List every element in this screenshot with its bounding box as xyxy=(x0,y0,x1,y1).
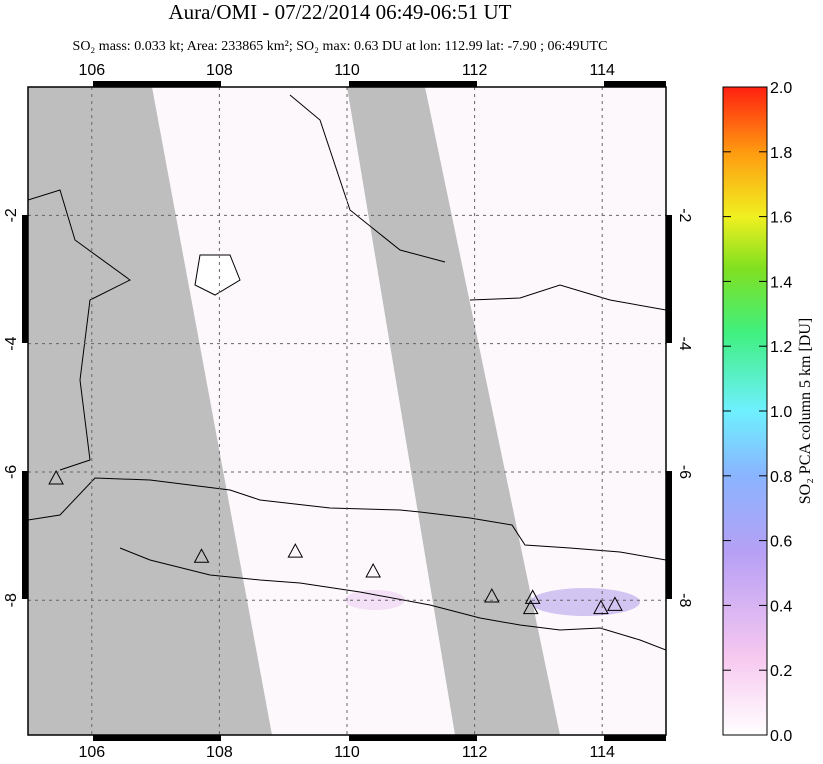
swath xyxy=(425,87,666,735)
volcano xyxy=(607,596,623,611)
frame-bar xyxy=(22,471,28,599)
volcano xyxy=(287,543,304,558)
so2-plume xyxy=(530,588,640,616)
colorbar-tick-label: 1.0 xyxy=(770,404,792,421)
volcano xyxy=(193,548,210,563)
colorbar-tick-label: 1.8 xyxy=(770,145,792,162)
colorbar-tick-label: 1.6 xyxy=(770,210,792,227)
x-tick-label: 106 xyxy=(78,62,105,79)
x-tick-label: 110 xyxy=(334,62,360,79)
frame-bar xyxy=(93,81,221,87)
frame-bar xyxy=(93,735,221,741)
frame-bar xyxy=(666,215,672,343)
x-tick-label: 112 xyxy=(462,744,488,759)
x-tick-label: 114 xyxy=(589,744,615,759)
y-tick-label: -8 xyxy=(676,593,693,607)
y-tick-label: -2 xyxy=(3,208,20,222)
colorbar-label: SO₂ PCA column 5 km [DU] xyxy=(797,318,814,504)
x-tick-label: 106 xyxy=(78,744,105,759)
volcano xyxy=(365,562,381,578)
y-tick-label: -4 xyxy=(676,337,693,351)
colorbar-tick-label: 0.6 xyxy=(770,534,792,551)
coastline xyxy=(28,94,666,471)
title: Aura/OMI - 07/22/2014 06:49-06:51 UT xyxy=(169,0,512,24)
colorbar-tick-label: 0.2 xyxy=(770,663,792,680)
frame-bar xyxy=(349,735,477,741)
subtitle: SO₂ mass: 0.033 kt; Area: 233865 km²; SO… xyxy=(73,39,608,54)
map-border xyxy=(27,86,667,736)
y-tick-label: -6 xyxy=(676,465,693,479)
frame xyxy=(22,81,672,741)
swath xyxy=(152,87,455,735)
frame-bar xyxy=(22,215,28,343)
x-tick-label: 112 xyxy=(462,62,488,79)
x-tick-label: 108 xyxy=(206,744,233,759)
y-tick-label: -6 xyxy=(3,465,20,479)
volcano xyxy=(48,469,64,485)
frame-bar xyxy=(666,471,672,599)
colorbar-tick-label: 2.0 xyxy=(770,80,792,97)
x-tick-label: 108 xyxy=(206,62,233,79)
colorbar-tick-label: 0.4 xyxy=(770,598,792,615)
y-tick-label: -4 xyxy=(3,336,20,350)
x-tick-label: 110 xyxy=(334,744,360,759)
colorbar-tick-label: 0.0 xyxy=(770,728,792,745)
colorbar-tick-label: 1.4 xyxy=(770,274,792,291)
y-tick-label: -8 xyxy=(3,593,20,607)
volcano xyxy=(483,588,500,603)
coastline xyxy=(28,477,666,651)
y-tick-label: -2 xyxy=(676,208,693,222)
frame-bar xyxy=(349,81,477,87)
x-tick-label: 114 xyxy=(589,62,615,79)
frame-bar xyxy=(604,735,666,741)
colorbar-tick-label: 0.8 xyxy=(770,469,792,486)
volcano xyxy=(593,599,609,615)
so2-plume xyxy=(345,590,405,610)
volcano xyxy=(522,599,539,615)
frame-bar xyxy=(604,81,666,87)
colorbar-tick-label: 1.2 xyxy=(770,339,792,356)
island xyxy=(194,254,241,296)
